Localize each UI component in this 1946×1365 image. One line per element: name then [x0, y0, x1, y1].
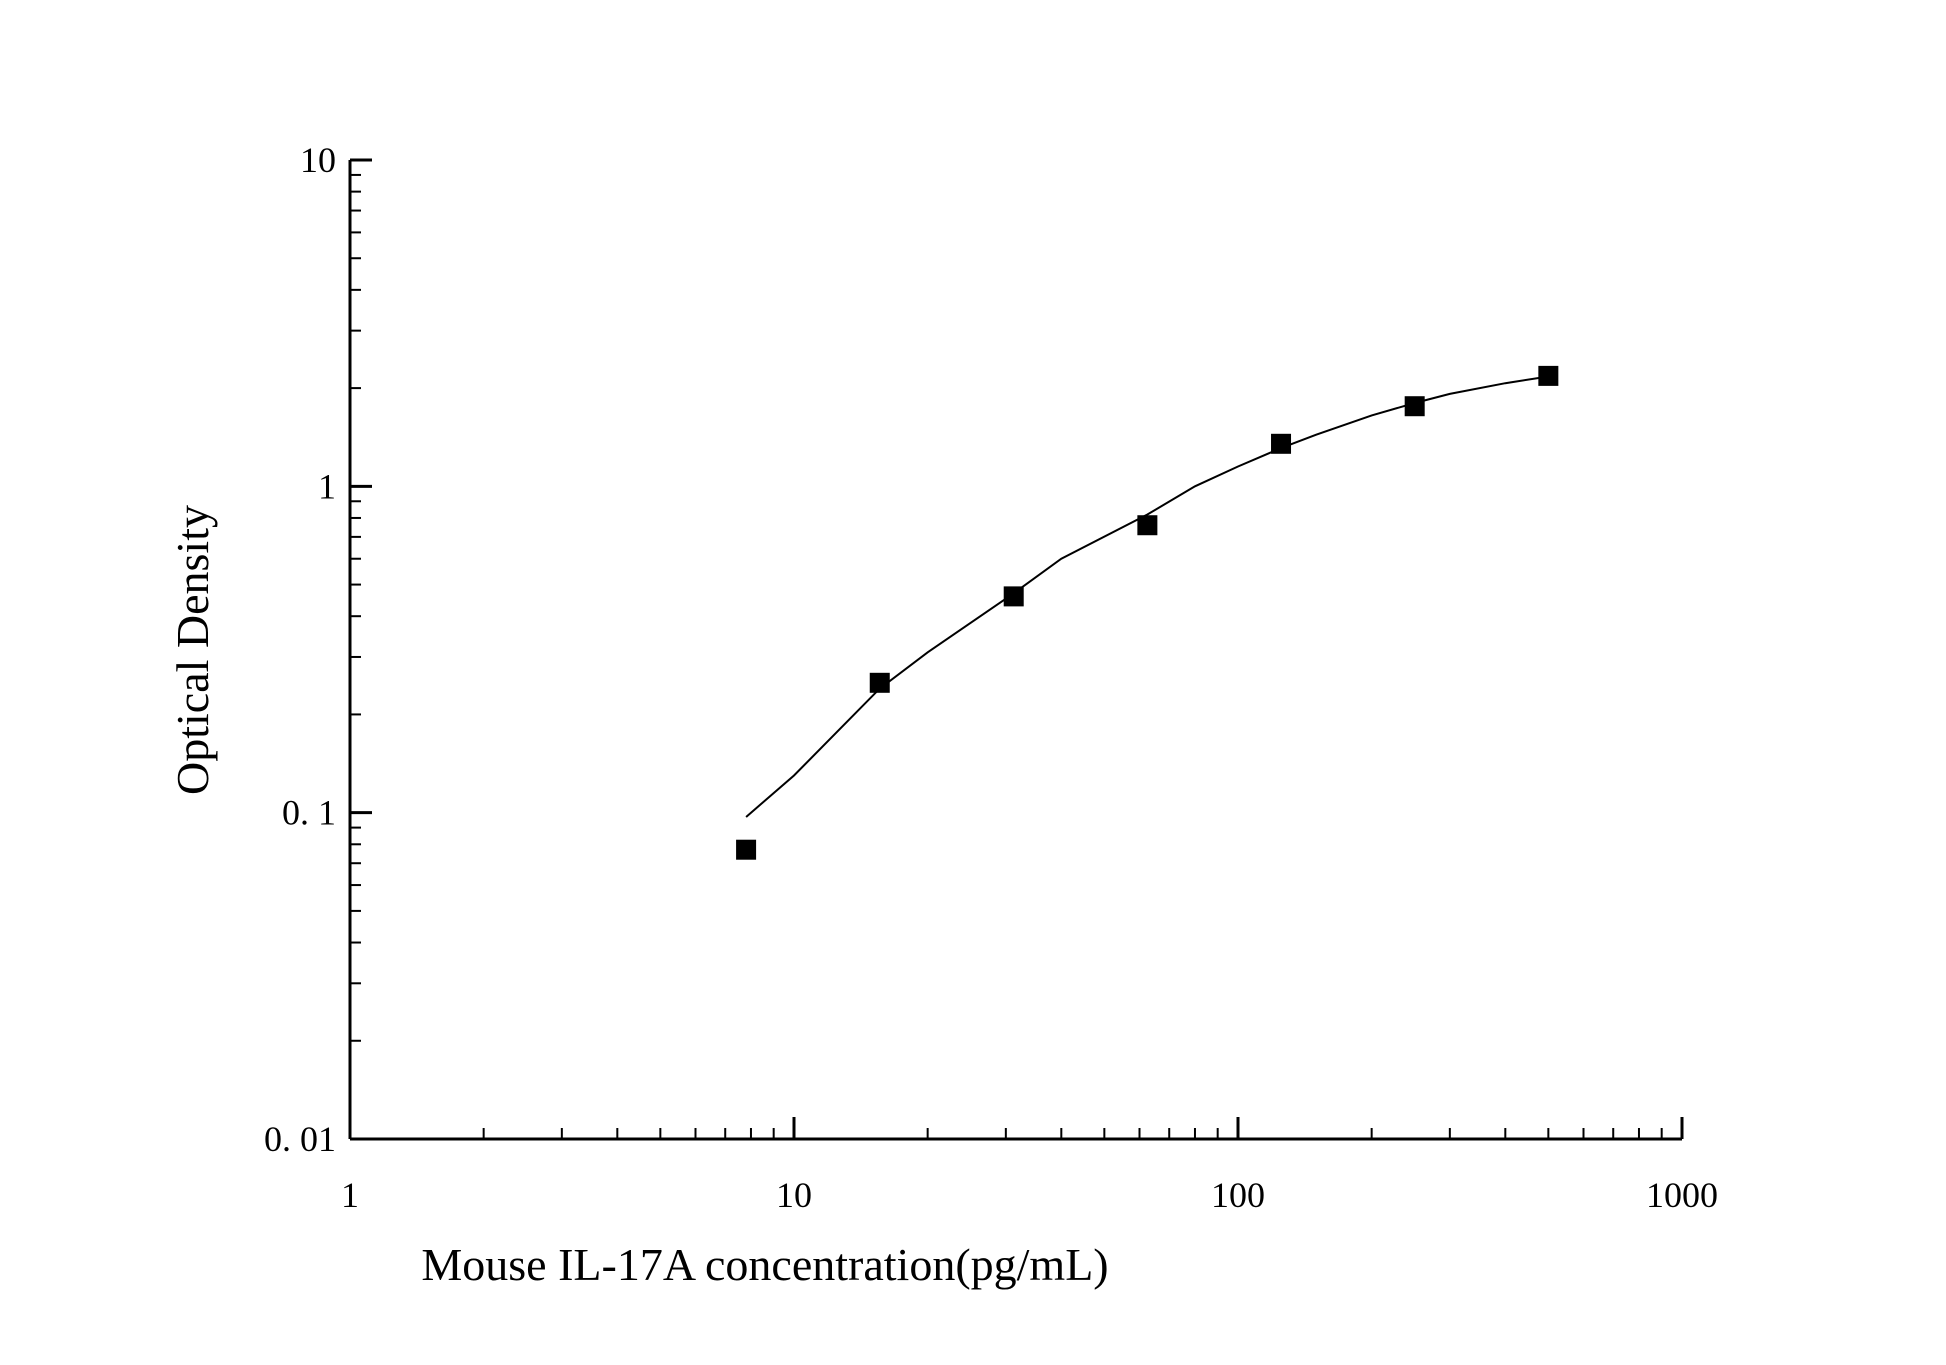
- y-tick-label: 0. 01: [264, 1119, 336, 1159]
- x-tick-label: 10: [776, 1175, 812, 1215]
- data-point: [1003, 586, 1024, 607]
- data-point: [1137, 515, 1158, 536]
- x-tick-label: 100: [1211, 1175, 1265, 1215]
- x-tick-label: 1000: [1646, 1175, 1718, 1215]
- data-point: [869, 672, 890, 693]
- x-tick-label: 1: [341, 1175, 359, 1215]
- y-axis-title: Optical Density: [167, 505, 218, 795]
- y-tick-label: 0. 1: [282, 793, 336, 833]
- fit-curve: [745, 375, 1549, 818]
- data-points-layer: [736, 365, 1559, 860]
- data-point: [736, 839, 757, 860]
- data-point: [1404, 396, 1425, 417]
- x-axis-title: Mouse IL-17A concentration(pg/mL): [421, 1239, 1108, 1290]
- axes: 1 10 100 1000 0. 01 0. 1 1 10: [264, 140, 1718, 1215]
- y-tick-label: 10: [300, 140, 336, 180]
- data-point: [1271, 433, 1292, 454]
- data-point: [1538, 365, 1559, 386]
- fit-curve-layer: [745, 375, 1549, 818]
- y-tick-label: 1: [318, 466, 336, 506]
